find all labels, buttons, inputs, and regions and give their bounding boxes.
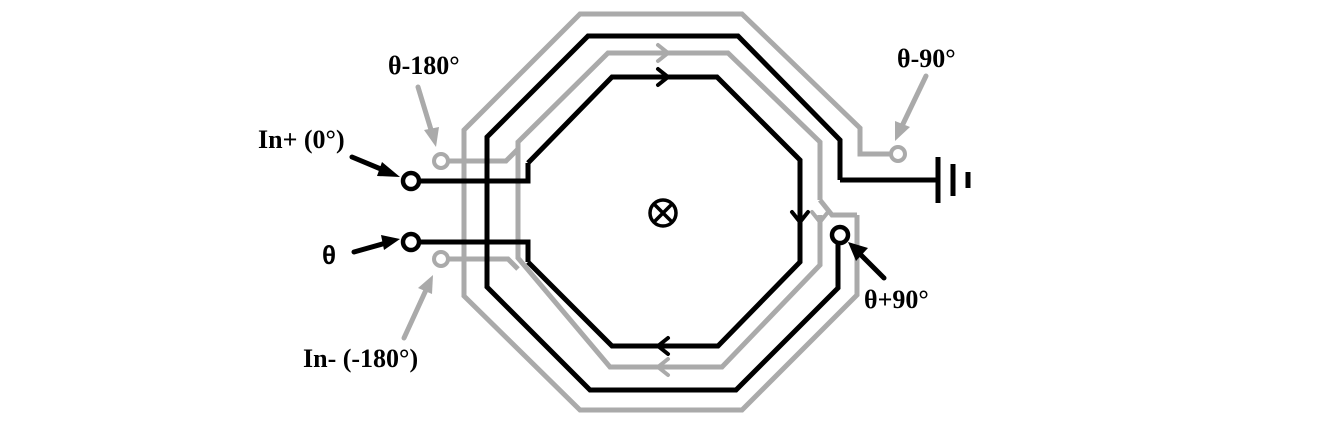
gray-port-top-stub (441, 147, 520, 164)
theta-minus-180-pointer-head (424, 127, 439, 147)
label-in-minus: In- (-180°) (303, 344, 418, 373)
gray-port-bottom-stub (441, 256, 520, 271)
port-theta-minus-90-terminal (889, 145, 907, 163)
port-theta-minus-180-terminal (432, 152, 450, 170)
label-theta-minus-180: θ-180° (388, 51, 460, 80)
theta-pointer-head (381, 235, 400, 250)
black-arrow-right (790, 210, 810, 226)
black-inner-ring (526, 74, 803, 349)
gray-arrow-bottom (654, 357, 670, 377)
port-theta-terminal (400, 231, 422, 253)
in-minus-pointer-head (418, 275, 433, 294)
gray-inner-ring (515, 50, 823, 370)
current-direction-arrow-icon (654, 43, 830, 377)
theta-minus-90-pointer-head (895, 121, 910, 141)
black-winding (411, 33, 938, 393)
black-arrow-bottom (654, 336, 670, 356)
in-plus-pointer-head (377, 162, 400, 177)
ground-icon (935, 157, 971, 203)
black-port-theta-lead (411, 239, 531, 262)
gray-crossover (818, 198, 857, 218)
theta-pointer (351, 240, 389, 255)
gray-outer-ring (461, 11, 863, 413)
black-port-in-plus-lead (411, 163, 531, 184)
port-theta-plus-90-terminal (829, 224, 851, 246)
gray-arrow-top (656, 43, 672, 63)
black-outer-ring (484, 33, 843, 393)
in-minus-pointer (401, 287, 429, 341)
theta-plus-90-pointer-head (848, 242, 868, 261)
black-arrow-top (656, 67, 672, 87)
label-in-plus: In+ (0°) (258, 125, 345, 154)
theta-minus-180-pointer (415, 84, 435, 136)
label-theta-minus-90: θ-90° (897, 44, 956, 73)
theta-plus-90-pointer (857, 251, 887, 281)
gray-port-right-stub (857, 131, 898, 157)
label-theta-plus-90: θ+90° (864, 285, 929, 314)
port-in-plus-terminal (400, 170, 422, 192)
gray-arrow-right (810, 210, 830, 226)
gray-winding (441, 11, 898, 413)
label-pointers (349, 73, 929, 341)
port-in-minus-terminal (432, 250, 450, 268)
label-theta: θ (322, 240, 336, 270)
theta-minus-90-pointer (899, 73, 929, 129)
current-into-page-icon (648, 198, 678, 228)
